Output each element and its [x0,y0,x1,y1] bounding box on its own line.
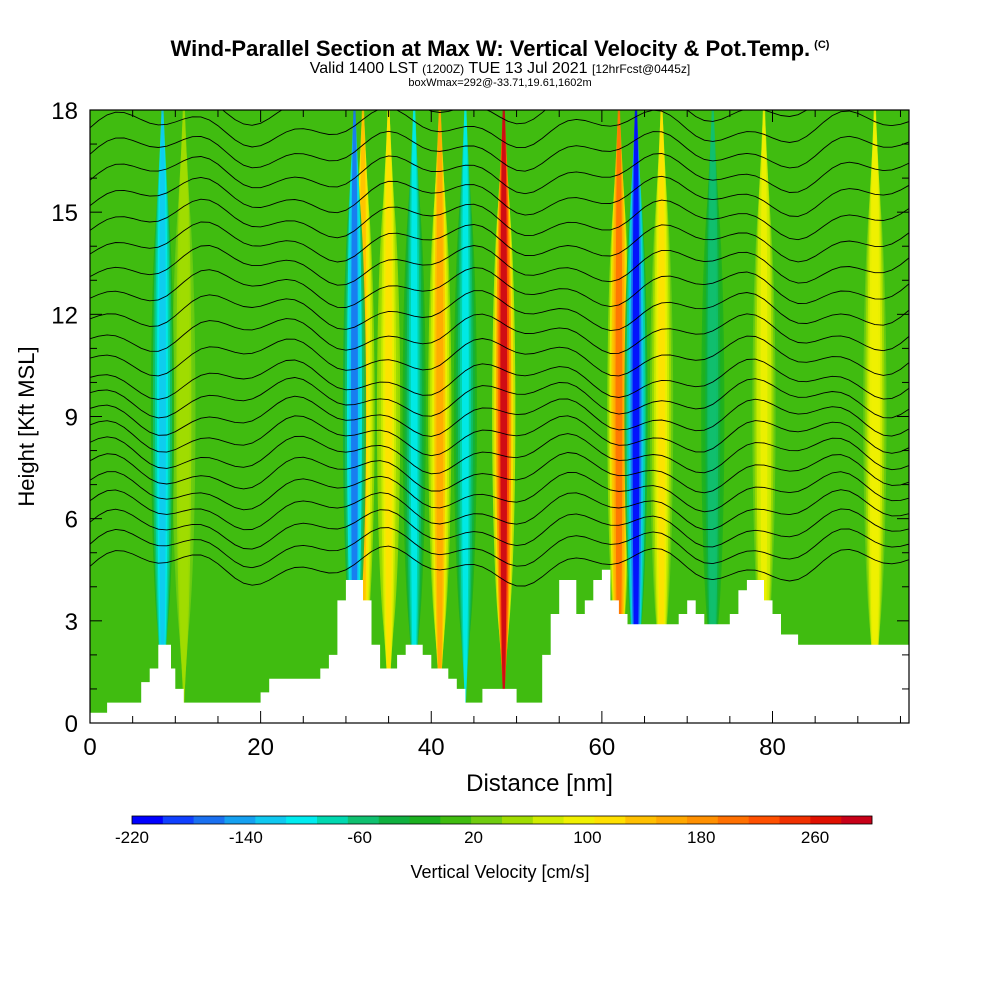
x-tick-label: 20 [247,734,274,761]
downdraft-core-1 [342,110,367,706]
isentrope-0 [90,545,909,587]
downdraft-core-0 [150,110,175,706]
isentrope-2 [90,508,909,550]
isentrope-1 [90,527,909,569]
colorbar-swatch [162,816,194,824]
isentrope-6 [90,433,909,475]
valid-utc: (1200Z) [422,62,465,76]
colorbar-tick-label: 260 [801,828,829,847]
colorbar-swatch [132,816,164,824]
colorbar-title: Vertical Velocity [cm/s] [410,862,590,882]
x-axis-label: Distance [nm] [466,770,613,797]
updraft-core-2 [376,110,401,706]
colorbar-tick-label: -60 [347,828,372,847]
x-axis: 0 20 40 60 80 Distance [nm] [83,110,901,797]
isentrope-18 [90,175,909,217]
isentrope-12 [90,313,909,354]
terrain-mask [90,569,909,723]
y-tick-label: 3 [65,609,78,636]
colorbar: -220 -140 -60 20 100 180 260 [115,815,873,847]
colorbar-swatch [841,816,873,824]
colorbar-swatch [502,816,534,824]
y-axis: 0 3 6 9 12 15 18 Height [Kft MSL] [14,98,909,738]
colorbar-swatch [193,816,225,824]
colorbar-tick-label: 180 [687,828,715,847]
x-tick-label: 80 [759,734,786,761]
isentrope-4 [90,471,909,513]
colorbar-swatch [656,816,688,824]
colorbar-swatch [224,816,256,824]
y-tick-label: 12 [51,302,78,329]
isentrope-10 [90,358,909,400]
colorbar-swatch [532,816,564,824]
colorbar-tick-label: -140 [229,828,263,847]
isentrope-14 [90,267,909,308]
colorbar-swatch [317,816,349,824]
updraft-core-4 [492,110,516,706]
isentrope-5 [90,452,909,494]
downdraft-core-3 [453,110,477,706]
y-tick-label: 15 [51,200,78,227]
colorbar-frame [131,815,873,825]
forecast-info: [12hrFcst@0445z] [591,62,691,76]
colorbar-swatch [255,816,287,824]
isentrope-17 [90,198,909,241]
colorbar-swatch [625,816,657,824]
updraft-core-5 [607,110,631,706]
isentrope-8 [90,395,909,437]
colorbar-swatch [563,816,595,824]
isentrope-13 [90,290,909,332]
isentrope-23 [90,62,909,102]
colorbar-swatch [378,816,410,824]
isentrope-21 [90,110,909,149]
chart-title: Wind-Parallel Section at Max W: Vertical… [0,36,1000,62]
isentrope-11 [90,335,909,377]
colorbar-swatch [779,816,811,824]
x-tick-label: 0 [83,734,96,761]
colorbar-swatch [810,816,842,824]
velocity-field [90,62,909,723]
colorbar-swatch [471,816,503,824]
y-axis-label: Height [Kft MSL] [14,346,39,506]
colorbar-tick-label: -220 [115,828,149,847]
colorbar-swatch [717,816,749,824]
isentrope-15 [90,245,909,286]
colorbar-swatch [347,816,379,824]
downdraft-core-5 [701,110,725,706]
updraft-core-8 [863,110,887,706]
updraft-core-6 [649,110,674,706]
downdraft-core-4 [624,110,648,706]
colorbar-swatch [440,816,472,824]
updraft-core-7 [752,110,776,706]
isentrope-3 [90,489,909,531]
isentrope-16 [90,221,909,263]
valid-prefix: Valid 1400 LST [309,60,418,77]
colorbar-tick-label: 20 [464,828,483,847]
isentrope-19 [90,153,909,195]
copyright-mark: (C) [814,38,830,51]
y-tick-label: 9 [65,405,78,432]
chart-title-text: Wind-Parallel Section at Max W: Vertical… [170,36,811,61]
x-tick-label: 40 [418,734,445,761]
colorbar-tick-label: 100 [573,828,601,847]
downdraft-core-2 [402,110,426,706]
y-tick-label: 18 [51,98,78,125]
colorbar-swatch [409,816,441,824]
colorbar-swatch [594,816,626,824]
valid-time-line: Valid 1400 LST (1200Z) TUE 13 Jul 2021 [… [0,60,1000,78]
colorbar-swatch [748,816,780,824]
x-tick-label: 60 [589,734,616,761]
y-tick-label: 6 [65,507,78,534]
valid-date: TUE 13 Jul 2021 [468,60,588,77]
isentropes [90,62,909,587]
colorbar-swatch [286,816,318,824]
isentrope-7 [90,415,909,457]
colorbar-swatch [687,816,719,824]
isentrope-9 [90,377,909,419]
y-tick-label: 0 [65,711,78,738]
isentrope-20 [90,130,909,172]
box-wmax-line: boxWmax=292@-33.71,19.61,1602m [408,77,592,89]
